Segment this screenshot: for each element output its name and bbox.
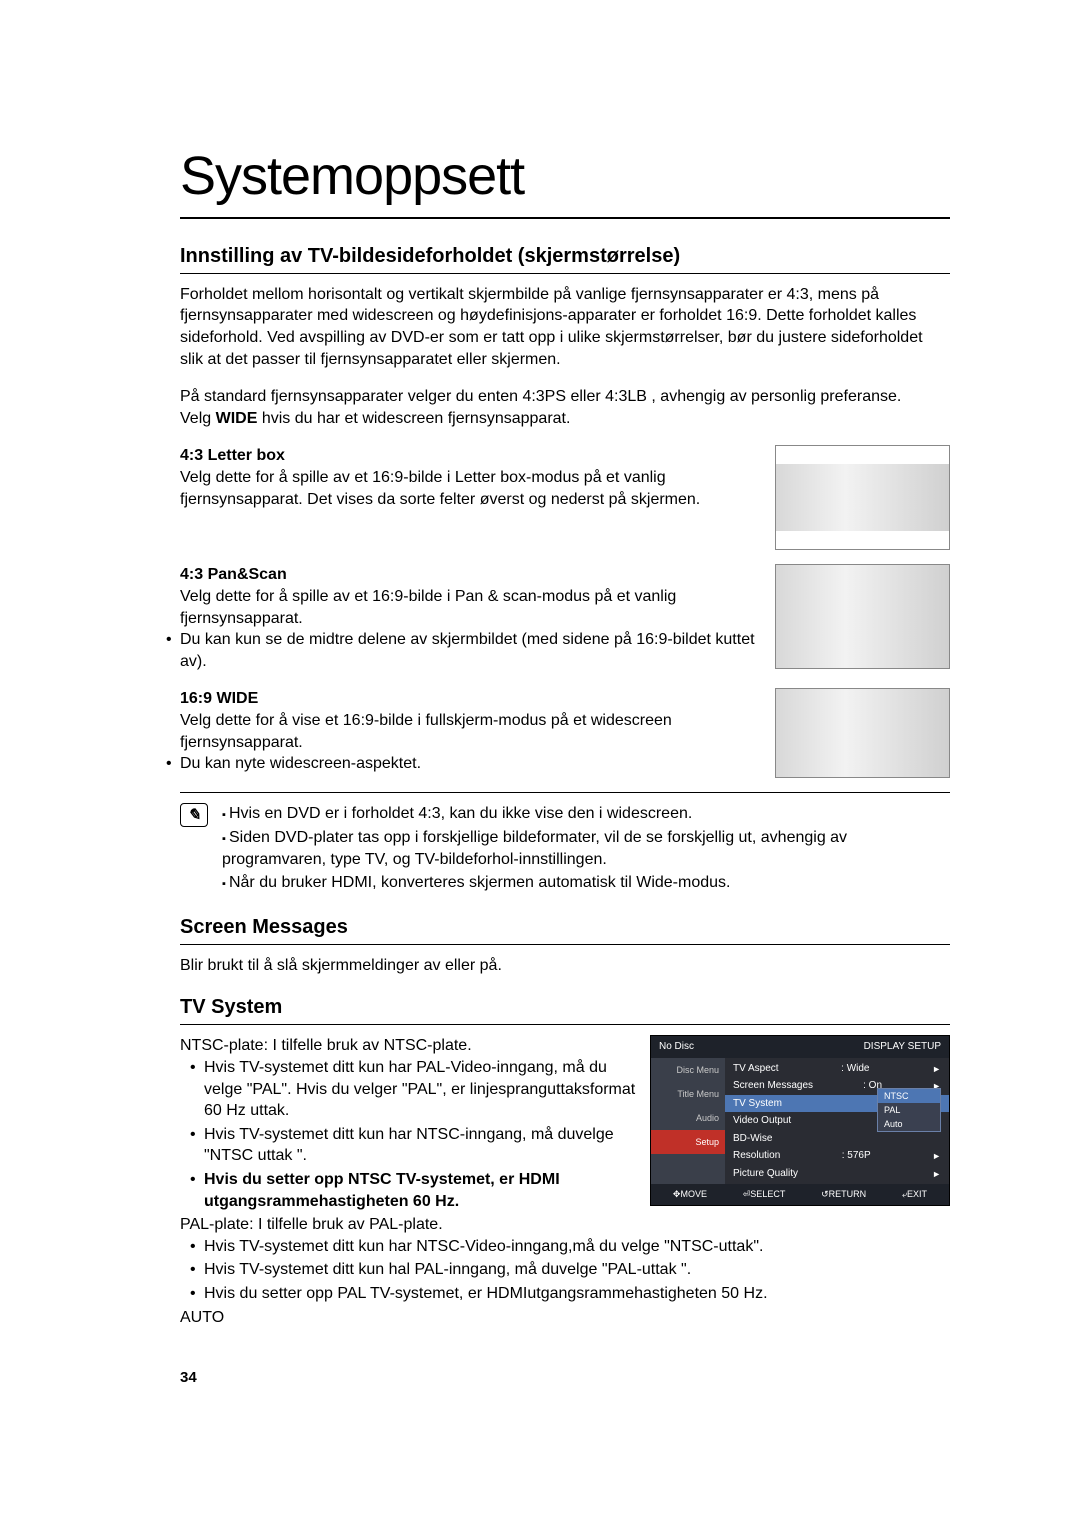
section-tv-aspect-title: Innstilling av TV-bildesideforholdet (sk…: [180, 243, 950, 274]
wide-text: Velg dette for å vise et 16:9-bilde i fu…: [180, 710, 759, 753]
panscan-bullet: Du kan kun se de midtre delene av skjerm…: [180, 629, 759, 672]
letterbox-thumb: [775, 445, 950, 550]
mode-letterbox-row: 4:3 Letter box Velg dette for å spille a…: [180, 445, 950, 550]
osd-menu-item: Title Menu: [651, 1082, 725, 1106]
pal-item: Hvis TV-systemet ditt kun har NTSC-Video…: [204, 1236, 950, 1258]
note-list: Hvis en DVD er i forholdet 4:3, kan du i…: [222, 803, 950, 895]
osd-item-label: Resolution: [733, 1149, 780, 1163]
panscan-thumb: [775, 564, 950, 669]
osd-drop-item: Auto: [878, 1117, 940, 1131]
tv-system-row: NTSC-plate: I tilfelle bruk av NTSC-plat…: [180, 1035, 950, 1214]
osd-menu-item: Disc Menu: [651, 1058, 725, 1082]
note-icon: ✎: [180, 803, 208, 827]
mode-wide-row: 16:9 WIDE Velg dette for å vise et 16:9-…: [180, 688, 950, 778]
mode-panscan-row: 4:3 Pan&Scan Velg dette for å spille av …: [180, 564, 950, 674]
osd-top-right: DISPLAY SETUP: [864, 1040, 941, 1054]
osd-item-label: Video Output: [733, 1114, 791, 1128]
wide-pre: Velg: [180, 410, 216, 427]
pal-item: Hvis du setter opp PAL TV-systemet, er H…: [204, 1283, 950, 1305]
osd-foot-select: ⏎SELECT: [743, 1188, 786, 1200]
letterbox-heading: 4:3 Letter box: [180, 445, 759, 467]
osd-foot-move: ✥MOVE: [673, 1188, 707, 1200]
page-number: 34: [180, 1368, 950, 1388]
osd-item-label: Picture Quality: [733, 1167, 798, 1181]
ntsc-item-bold: Hvis du setter opp NTSC TV-systemet, er …: [204, 1169, 640, 1212]
arrow-icon: ►: [932, 1063, 941, 1075]
wide-post: hvis du har et widescreen fjernsynsappar…: [257, 410, 570, 427]
osd-drop-item-selected: NTSC: [878, 1089, 940, 1103]
wide-bullet: Du kan nyte widescreen-aspektet.: [180, 753, 759, 775]
osd-item-label: BD-Wise: [733, 1132, 772, 1146]
osd-item-value: : Wide: [841, 1062, 869, 1076]
auto-label: AUTO: [180, 1307, 950, 1329]
arrow-icon: ►: [932, 1168, 941, 1180]
intro-paragraph: Forholdet mellom horisontalt og vertikal…: [180, 284, 950, 370]
panscan-heading: 4:3 Pan&Scan: [180, 564, 759, 586]
osd-item-value: : 576P: [842, 1149, 871, 1163]
pal-item: Hvis TV-systemet ditt kun hal PAL-inngan…: [204, 1259, 950, 1281]
osd-footer: ✥MOVE ⏎SELECT ↺RETURN ⤶EXIT: [651, 1184, 949, 1204]
pref-text: På standard fjernsynsapparater velger du…: [180, 388, 901, 405]
preference-paragraph: På standard fjernsynsapparater velger du…: [180, 386, 950, 429]
wide-bold: WIDE: [216, 410, 258, 427]
osd-foot-return: ↺RETURN: [821, 1188, 866, 1200]
osd-item-label: TV Aspect: [733, 1062, 779, 1076]
ntsc-item: Hvis TV-systemet ditt kun har NTSC-innga…: [204, 1124, 640, 1167]
ntsc-item: Hvis TV-systemet ditt kun har PAL-Video-…: [204, 1057, 640, 1122]
pal-heading: PAL-plate: I tilfelle bruk av PAL-plate.: [180, 1214, 950, 1236]
osd-foot-exit: ⤶EXIT: [902, 1188, 927, 1200]
osd-menu-item: Audio: [651, 1106, 725, 1130]
wide-thumb: [775, 688, 950, 778]
wide-heading: 16:9 WIDE: [180, 688, 759, 710]
ntsc-heading: NTSC-plate: I tilfelle bruk av NTSC-plat…: [180, 1035, 640, 1057]
osd-side-menu: Disc Menu Title Menu Audio Setup: [651, 1058, 725, 1185]
section-tv-system-title: TV System: [180, 994, 950, 1025]
osd-item-label-selected: TV System: [733, 1097, 782, 1111]
arrow-icon: ►: [932, 1150, 941, 1162]
letterbox-text: Velg dette for å spille av et 16:9-bilde…: [180, 467, 759, 510]
note-item: Siden DVD-plater tas opp i forskjellige …: [222, 827, 950, 870]
osd-top-left: No Disc: [659, 1040, 694, 1054]
osd-menu-item-selected: Setup: [651, 1130, 725, 1154]
section-screen-messages-title: Screen Messages: [180, 914, 950, 945]
note-box: ✎ Hvis en DVD er i forholdet 4:3, kan du…: [180, 792, 950, 895]
page-title: Systemoppsett: [180, 140, 950, 219]
osd-item-label: Screen Messages: [733, 1079, 813, 1093]
note-item: Når du bruker HDMI, konverteres skjermen…: [222, 872, 950, 894]
osd-drop-item: PAL: [878, 1103, 940, 1117]
osd-panel: No Disc DISPLAY SETUP Disc Menu Title Me…: [650, 1035, 950, 1205]
note-item: Hvis en DVD er i forholdet 4:3, kan du i…: [222, 803, 950, 825]
panscan-text: Velg dette for å spille av et 16:9-bilde…: [180, 586, 759, 629]
osd-dropdown: NTSC PAL Auto: [877, 1088, 941, 1132]
osd-items: TV Aspect: Wide► Screen Messages: On► TV…: [725, 1058, 949, 1185]
screen-messages-text: Blir brukt til å slå skjermmeldinger av …: [180, 955, 950, 977]
